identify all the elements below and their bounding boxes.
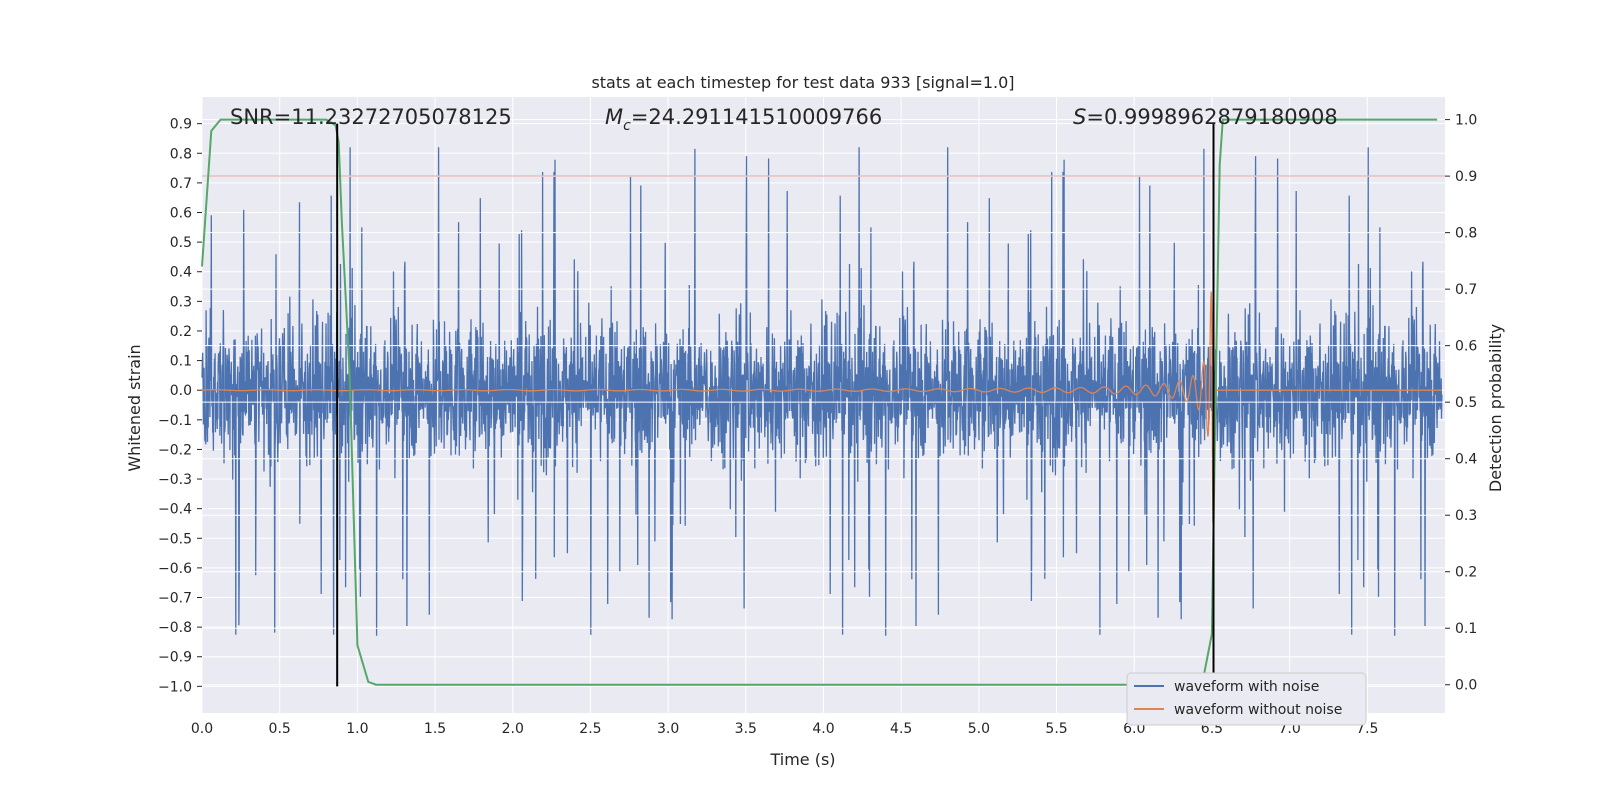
x-tick-label: 4.0 [812, 721, 834, 737]
x-tick-label: 2.0 [502, 721, 524, 737]
y2-tick-label: 0.2 [1455, 565, 1477, 581]
s-symbol: S [1073, 105, 1086, 129]
x-tick-label: 2.5 [579, 721, 601, 737]
s-annotation: S=0.9998962879180908 [1073, 105, 1338, 129]
legend-frame [1126, 672, 1367, 726]
y2-tick-label: 0.5 [1455, 395, 1477, 411]
y-tick-label: −0.7 [158, 591, 192, 607]
snr-annotation: SNR=11.23272705078125 [230, 105, 512, 129]
y-tick-label: 0.8 [170, 146, 192, 162]
x-axis-label: Time (s) [769, 750, 835, 769]
y2-tick-label: 0.0 [1455, 678, 1477, 694]
chirp-mass-subscript: c [623, 118, 631, 134]
y-axis-label: Whitened strain [125, 344, 144, 471]
series-detection-probability [201, 118, 1438, 686]
y-tick-label: 0.7 [170, 176, 192, 192]
y2-tick-label: 0.6 [1455, 339, 1477, 355]
y-tick-label: 0.1 [170, 354, 192, 370]
chirp-mass-annotation: Mc=24.291141510009766 [605, 105, 882, 134]
y-tick-label: 0.0 [170, 383, 192, 399]
y2-tick-label: 0.1 [1455, 621, 1477, 637]
y-tick-label: −0.3 [158, 472, 192, 488]
x-tick-label: 0.5 [269, 721, 291, 737]
x-tick-label: 4.5 [890, 721, 912, 737]
y-tick-label: −0.8 [158, 620, 192, 636]
y-tick-label: −0.1 [158, 413, 192, 429]
x-tick-label: 3.0 [657, 721, 679, 737]
y-tick-label: 0.2 [170, 324, 192, 340]
y2-tick-label: 1.0 [1455, 113, 1477, 129]
chirp-mass-symbol: M [605, 105, 623, 129]
y2-tick-label: 0.8 [1455, 226, 1477, 242]
x-tick-label: 5.5 [1045, 721, 1067, 737]
chart-title: stats at each timestep for test data 933… [591, 73, 1014, 92]
x-tick-label: 1.5 [424, 721, 446, 737]
x-tick-label: 1.0 [346, 721, 368, 737]
s-value: =0.9998962879180908 [1086, 105, 1337, 129]
legend-label-noise: waveform with noise [1174, 679, 1319, 695]
y-tick-label: −0.6 [158, 561, 192, 577]
legend: waveform with noise waveform without noi… [1126, 672, 1367, 726]
y2-tick-label: 0.9 [1455, 169, 1477, 185]
y-tick-label: 0.6 [170, 206, 192, 222]
y2-tick-label: 0.3 [1455, 508, 1477, 524]
annotation-group: SNR=11.23272705078125 Mc=24.291141510009… [230, 105, 1338, 134]
y2-tick-label: 0.4 [1455, 452, 1477, 468]
x-tick-label: 5.0 [968, 721, 990, 737]
y-tick-label: 0.5 [170, 235, 192, 251]
y-tick-label: −0.5 [158, 531, 192, 547]
y-tick-label: −0.4 [158, 502, 192, 518]
y-tick-label: 0.4 [170, 265, 192, 281]
series-layer [201, 118, 1445, 687]
y-tick-label: −0.9 [158, 650, 192, 666]
tick-layer: 0.0 0.5 1.0 1.5 2.0 2.5 3.0 3.5 4.0 4.5 5.0 5.5 6.0 6… [158, 113, 1477, 737]
x-tick-label: 3.5 [735, 721, 757, 737]
y2-tick-label: 0.7 [1455, 282, 1477, 298]
series-waveform-without-noise [202, 291, 1442, 523]
y2-axis-label: Detection probability [1486, 324, 1505, 492]
y-tick-label: 0.3 [170, 294, 192, 310]
x-tick-label: 0.0 [191, 721, 213, 737]
y-tick-label: −1.0 [158, 679, 192, 695]
series-waveform-with-noise [201, 147, 1443, 636]
chirp-mass-value: =24.291141510009766 [631, 105, 882, 129]
legend-label-signal: waveform without noise [1174, 702, 1342, 718]
y-tick-label: −0.2 [158, 442, 192, 458]
y-tick-label: 0.9 [170, 117, 192, 133]
